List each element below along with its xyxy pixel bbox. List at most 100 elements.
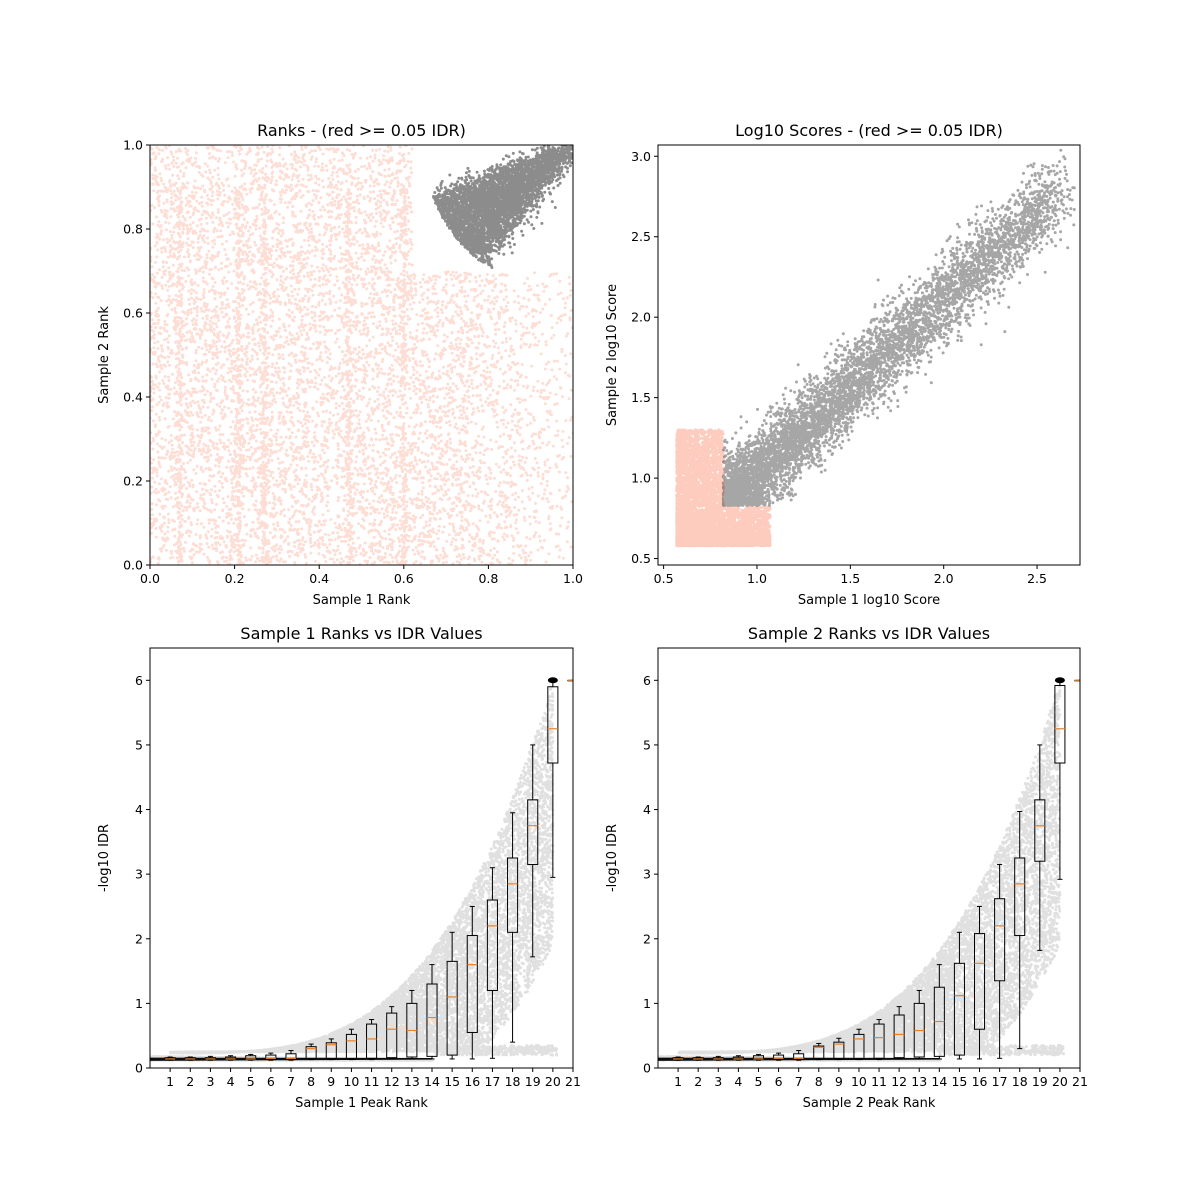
boxplots — [164, 679, 573, 1061]
x-tick-label: 14 — [931, 1074, 947, 1089]
x-axis-label: Sample 1 Peak Rank — [295, 1096, 428, 1111]
y-axis-label: -log10 IDR — [605, 824, 620, 892]
x-tick-label: 1.0 — [747, 571, 767, 586]
x-tick-label: 0.4 — [309, 571, 329, 586]
boxplot-1 — [164, 1056, 176, 1061]
boxplot-19 — [1034, 744, 1046, 951]
series-below-threshold — [150, 145, 573, 565]
x-tick-label: 4 — [227, 1074, 235, 1089]
box — [773, 1054, 785, 1061]
x-tick-label: 0.2 — [225, 571, 245, 586]
y-tick-label: 2.5 — [631, 229, 651, 244]
box — [245, 1055, 257, 1061]
box — [1014, 857, 1026, 937]
x-tick-label: 3 — [206, 1074, 214, 1089]
x-tick-label: 16 — [972, 1074, 988, 1089]
y-tick-label: 0.4 — [123, 390, 143, 405]
boxplot-6 — [773, 1052, 785, 1061]
x-tick-label: 1 — [674, 1074, 682, 1089]
boxplot-5 — [752, 1053, 765, 1061]
y-axis-label: -log10 IDR — [97, 824, 112, 892]
boxplot-21 — [1074, 679, 1080, 682]
y-tick-label: 2 — [135, 931, 143, 946]
box — [953, 962, 965, 1056]
axes-panel-3: Sample 1 Ranks vs IDR Values Sample 1 Pea… — [97, 624, 581, 1111]
box — [732, 1056, 744, 1061]
box — [345, 1033, 357, 1060]
x-tick-label: 18 — [1012, 1074, 1028, 1089]
boxplot-3 — [712, 1055, 724, 1061]
x-tick-label: 10 — [343, 1074, 359, 1089]
x-tick-label: 21 — [1072, 1074, 1088, 1089]
axes-panel-4: Sample 2 Ranks vs IDR Values Sample 2 Pea… — [605, 624, 1088, 1111]
x-tick-label: 0.0 — [140, 571, 160, 586]
boxplot-11 — [366, 1019, 378, 1061]
box — [426, 983, 438, 1057]
x-tick-label: 8 — [815, 1074, 823, 1089]
x-tick-label: 19 — [1032, 1074, 1048, 1089]
chart-title: Ranks - (red >= 0.05 IDR) — [257, 121, 466, 140]
boxplot-19 — [527, 744, 539, 958]
x-tick-label: 0.5 — [654, 571, 674, 586]
boxplot-2 — [692, 1056, 704, 1061]
x-tick-label: 2.5 — [1027, 571, 1047, 586]
x-tick-label: 5 — [754, 1074, 762, 1089]
box — [974, 933, 986, 1030]
y-tick-label: 0.2 — [123, 474, 143, 489]
boxplot-4 — [225, 1055, 237, 1061]
x-tick-label: 19 — [525, 1074, 541, 1089]
series-below-threshold — [675, 428, 772, 548]
y-tick-label: 3 — [643, 867, 651, 882]
x-tick-label: 12 — [384, 1074, 400, 1089]
chart-title: Log10 Scores - (red >= 0.05 IDR) — [735, 121, 1003, 140]
x-tick-label: 10 — [851, 1074, 867, 1089]
boxplot-5 — [245, 1053, 257, 1061]
boxplot-18 — [507, 812, 519, 1043]
y-tick-label: 0.5 — [631, 551, 651, 566]
x-axis-label: Sample 1 log10 Score — [798, 593, 940, 608]
boxplot-11 — [873, 1019, 885, 1061]
x-tick-label: 7 — [287, 1074, 295, 1089]
y-tick-label: 0.8 — [123, 222, 143, 237]
x-tick-label: 18 — [505, 1074, 521, 1089]
boxplot-7 — [285, 1050, 297, 1061]
boxplot-6 — [265, 1052, 277, 1061]
boxplot-14 — [426, 964, 438, 1060]
box — [793, 1053, 805, 1061]
x-tick-label: 6 — [267, 1074, 275, 1089]
x-tick-label: 15 — [951, 1074, 967, 1089]
x-tick-label: 15 — [444, 1074, 460, 1089]
box — [486, 899, 498, 991]
x-tick-label: 9 — [835, 1074, 843, 1089]
x-axis-label: Sample 1 Rank — [313, 593, 411, 608]
x-tick-label: 0.6 — [394, 571, 414, 586]
y-tick-label: 1.0 — [631, 471, 651, 486]
boxplot-15 — [446, 931, 458, 1060]
y-tick-label: 0 — [135, 1061, 143, 1076]
boxplot-15 — [953, 931, 965, 1060]
boxplot-16 — [466, 905, 478, 1060]
boxplot-18 — [1014, 810, 1026, 1050]
x-tick-label: 3 — [714, 1074, 722, 1089]
y-tick-label: 2 — [643, 931, 651, 946]
boxplot-13 — [913, 989, 925, 1060]
y-tick-label: 5 — [135, 737, 143, 752]
x-tick-label: 13 — [404, 1074, 420, 1089]
boxplot-12 — [386, 1006, 398, 1060]
x-tick-label: 11 — [871, 1074, 887, 1089]
x-tick-label: 14 — [424, 1074, 440, 1089]
scatter-points-red — [150, 145, 573, 565]
boxplot-2 — [184, 1056, 196, 1061]
boxplot-20 — [547, 679, 559, 878]
box — [853, 1033, 865, 1060]
box — [386, 1012, 398, 1059]
box — [752, 1055, 765, 1061]
boxplot-8 — [813, 1042, 825, 1061]
y-tick-label: 6 — [135, 673, 143, 688]
boxplot-9 — [833, 1037, 845, 1061]
x-tick-label: 21 — [565, 1074, 581, 1089]
box — [994, 898, 1006, 982]
scatter-points-red — [675, 428, 772, 548]
boxplot-17 — [994, 863, 1006, 1059]
